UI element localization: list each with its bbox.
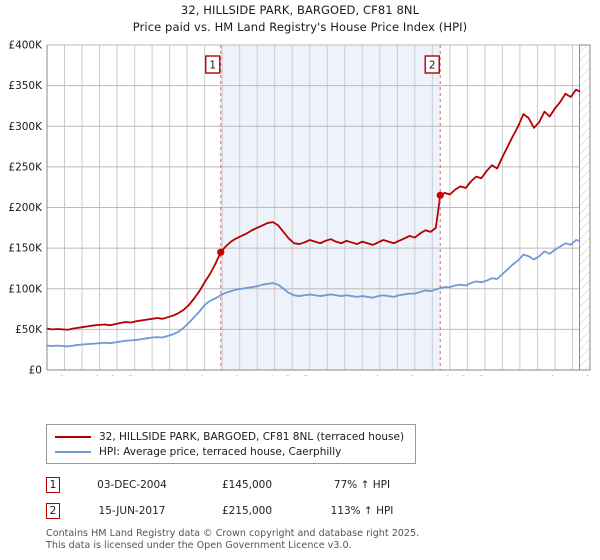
- legend-swatch-hpi: [55, 450, 91, 453]
- legend-label-hpi: HPI: Average price, terraced house, Caer…: [99, 445, 342, 458]
- table-row[interactable]: 1 03-DEC-2004 £145,000 77% ↑ HPI: [46, 472, 506, 498]
- legend-swatch-property: [55, 435, 91, 438]
- legend-row-hpi: HPI: Average price, terraced house, Caer…: [53, 444, 409, 459]
- page-title: 32, HILLSIDE PARK, BARGOED, CF81 8NL: [180, 3, 420, 17]
- y-tick-label: £250K: [8, 161, 43, 173]
- footer-attribution: Contains HM Land Registry data © Crown c…: [46, 528, 586, 551]
- sale-date: 03-DEC-2004: [97, 479, 167, 491]
- x-tick-label: 2003: [178, 375, 190, 376]
- sales-table: 1 03-DEC-2004 £145,000 77% ↑ HPI 2 15-JU…: [46, 472, 506, 524]
- title-block: 32, HILLSIDE PARK, BARGOED, CF81 8NL Pri…: [0, 2, 600, 36]
- sale-marker-badge: 1: [46, 477, 60, 493]
- x-tick-label: 2020: [476, 375, 488, 376]
- legend-label-property: 32, HILLSIDE PARK, BARGOED, CF81 8NL (te…: [99, 430, 405, 443]
- price-history-chart: £0 £50K £100K £150K £200K £250K £300K £350K £400…: [8, 40, 593, 377]
- series-line-property: [46, 88, 581, 331]
- sale-marker-number-2: 2: [429, 60, 436, 72]
- sale-hpi-delta: 77% ↑ HPI: [333, 479, 391, 491]
- x-tick-label: 1995: [38, 375, 50, 376]
- y-tick-label: £150K: [8, 243, 43, 255]
- incomplete-data-hatch: [578, 44, 591, 371]
- x-tick-label: 2026: [581, 375, 593, 376]
- chart-legend: 32, HILLSIDE PARK, BARGOED, CF81 8NL (te…: [46, 424, 416, 464]
- sale-date: 15-JUN-2017: [98, 505, 166, 517]
- x-tick-label: 2018: [441, 375, 453, 376]
- sale-price: £145,000: [221, 479, 273, 491]
- x-tick-label: 2012: [336, 375, 348, 376]
- sale-marker-box-1[interactable]: [205, 55, 221, 74]
- x-tick-label: 2008: [266, 375, 278, 376]
- y-tick-label: £300K: [8, 121, 43, 133]
- x-tick-label: 2019: [458, 375, 470, 376]
- x-tick-label: 2010: [301, 375, 313, 376]
- x-axis-labels: 1995 1996 1997 1998 1999 2000 2001 2002 2003 2004…: [38, 375, 593, 376]
- y-tick-label: £50K: [15, 324, 43, 336]
- x-tick-label: 2021: [493, 375, 505, 376]
- x-tick-label: 2023: [529, 375, 541, 376]
- x-tick-label: 2022: [511, 375, 523, 376]
- y-tick-label: £200K: [8, 202, 43, 214]
- x-tick-label: 2004: [196, 375, 208, 376]
- x-tick-label: 2017: [423, 375, 435, 376]
- series-line-hpi: [46, 239, 581, 348]
- x-tick-label: 2013: [353, 375, 365, 376]
- footer-line-1: Contains HM Land Registry data © Crown c…: [46, 528, 420, 539]
- x-tick-label: 2011: [318, 375, 330, 376]
- table-row[interactable]: 2 15-JUN-2017 £215,000 113% ↑ HPI: [46, 498, 506, 524]
- x-tick-label: 1996: [56, 375, 68, 376]
- x-tick-label: 2000: [126, 375, 138, 376]
- x-tick-label: 2007: [248, 375, 260, 376]
- footer-line-2: This data is licensed under the Open Gov…: [46, 539, 352, 551]
- y-tick-label: £400K: [8, 40, 43, 52]
- sale-marker-badge: 2: [46, 503, 60, 519]
- x-tick-label: 2009: [283, 375, 295, 376]
- y-tick-label: £100K: [8, 283, 43, 295]
- x-tick-label: 1999: [108, 375, 120, 376]
- sale-price: £215,000: [221, 505, 273, 517]
- sale-marker-dot-1[interactable]: [217, 248, 225, 256]
- sale-hpi-delta: 113% ↑ HPI: [330, 505, 394, 517]
- x-tick-label: 2024: [546, 375, 558, 376]
- page-subtitle: Price paid vs. HM Land Registry's House …: [132, 20, 468, 34]
- x-tick-label: 1998: [91, 375, 103, 376]
- x-tick-label: 2015: [388, 375, 400, 376]
- y-tick-label: £0: [29, 365, 42, 377]
- x-tick-label: 2025: [564, 375, 576, 376]
- x-tick-label: 2002: [161, 375, 173, 376]
- legend-row-property: 32, HILLSIDE PARK, BARGOED, CF81 8NL (te…: [53, 429, 409, 444]
- y-tick-label: £350K: [8, 80, 43, 92]
- sale-marker-box-2[interactable]: [424, 55, 440, 74]
- x-tick-label: 1997: [73, 375, 85, 376]
- x-tick-label: 2006: [231, 375, 243, 376]
- sale-marker-dot-2[interactable]: [436, 191, 444, 199]
- x-tick-label: 2005: [213, 375, 225, 376]
- chart-area: £0 £50K £100K £150K £200K £250K £300K £350K £400…: [0, 38, 600, 377]
- x-tick-label: 2001: [143, 375, 155, 376]
- x-tick-label: 2014: [371, 375, 383, 376]
- sale-marker-number-1: 1: [209, 60, 216, 72]
- y-axis-labels: £0 £50K £100K £150K £200K £250K £300K £350K £400…: [8, 40, 43, 377]
- x-tick-label: 2016: [406, 375, 418, 376]
